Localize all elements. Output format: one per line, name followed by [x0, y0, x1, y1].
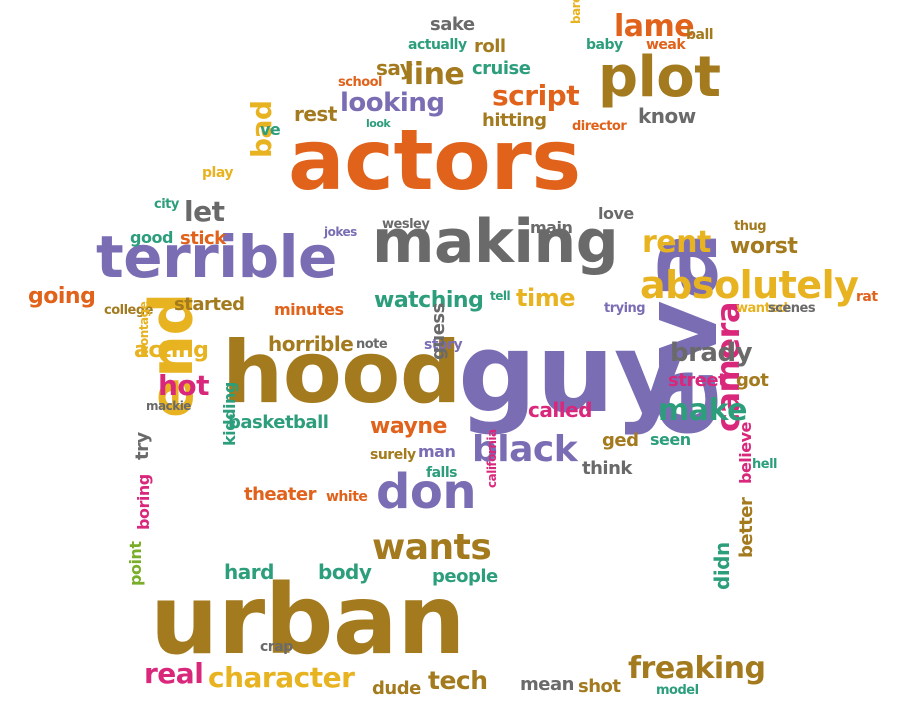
word-say: say [376, 56, 413, 80]
word-wants: wants [372, 527, 492, 568]
word-jokes: jokes [324, 225, 357, 239]
word-got: got [736, 370, 769, 391]
word-make: make [658, 393, 748, 428]
word-tell: tell [490, 289, 511, 303]
word-model: model [656, 683, 699, 698]
word-wanted: wanted [736, 301, 788, 316]
word-kidding: kidding [220, 382, 239, 446]
word-hitting: hitting [482, 110, 547, 131]
word-cruise: cruise [472, 58, 531, 79]
word-know: know [638, 104, 696, 128]
word-body: body [318, 560, 372, 584]
word-surely: surely [370, 447, 416, 463]
word-rest: rest [294, 102, 337, 126]
word-actually: actually [408, 37, 467, 53]
word-crap: crap [260, 639, 293, 655]
word-minutes: minutes [274, 300, 344, 319]
word-wesley: wesley [382, 217, 430, 232]
word-time: time [516, 284, 575, 312]
word-roll: roll [474, 36, 506, 57]
word-thug: thug [734, 219, 767, 234]
word-absolutely: absolutely [640, 263, 859, 307]
word-don: don [376, 464, 477, 520]
word-character: character [208, 661, 355, 694]
word-people: people [432, 566, 498, 587]
word-believe: believe [736, 422, 755, 484]
word-scenes: scenes [768, 301, 816, 316]
word-seen: seen [650, 430, 691, 449]
word-watching: watching [374, 288, 484, 313]
word-basketball: basketball [228, 412, 329, 433]
word-actors: actors [288, 111, 581, 209]
word-started: started [174, 294, 245, 315]
word-california: california [485, 429, 499, 488]
word-freaking: freaking [628, 651, 766, 686]
word-white: white [326, 489, 368, 505]
word-urban: urban [150, 564, 466, 676]
word-guy: guy [458, 309, 686, 437]
word-worst: worst [730, 234, 798, 259]
word-dude: dude [372, 678, 421, 699]
word-ve: ve [260, 120, 281, 139]
word-try: try [132, 432, 153, 460]
word-hell: hell [752, 457, 777, 472]
word-rat: rat [856, 289, 878, 305]
word-going: going [28, 284, 96, 309]
word-plot: plot [598, 45, 721, 110]
word-horrible: horrible [268, 332, 354, 356]
word-better: better [736, 497, 757, 558]
word-main: main [530, 218, 573, 237]
word-director: director [572, 119, 627, 134]
word-looking: looking [340, 88, 445, 118]
word-stick: stick [180, 228, 226, 249]
word-making: making [372, 207, 619, 277]
word-baby: baby [586, 37, 623, 53]
word-sake: sake [430, 14, 475, 35]
word-school: school [338, 75, 383, 90]
word-tech: tech [428, 666, 488, 695]
word-theater: theater [244, 484, 316, 505]
word-college: college [104, 303, 154, 318]
word-brady: brady [670, 338, 753, 368]
word-note: note [356, 337, 388, 352]
word-mackie: mackie [146, 399, 191, 413]
word-terrible: terrible [96, 223, 337, 291]
word-barely: barely [569, 0, 583, 24]
word-lame: lame [614, 9, 695, 44]
word-didn: didn [710, 542, 734, 590]
word-black: black [472, 429, 578, 470]
word-good: good [130, 228, 173, 247]
word-story: story [424, 337, 463, 353]
word-line: line [404, 57, 465, 92]
word-hood: hood [222, 323, 461, 423]
word-acting: acting [134, 338, 209, 363]
word-let: let [184, 195, 225, 228]
word-called: called [528, 398, 592, 422]
word-shot: shot [578, 676, 621, 697]
word-trying: trying [604, 301, 646, 316]
word-script: script [492, 79, 580, 112]
word-montage: montage [137, 301, 151, 358]
word-love: love [598, 204, 634, 223]
word-point: point [126, 541, 145, 586]
word-city: city [154, 197, 179, 212]
word-hard: hard [224, 560, 274, 584]
word-street: street [668, 370, 727, 391]
word-ged: ged [602, 430, 639, 451]
word-ball: ball [686, 27, 714, 43]
word-weak: weak [646, 37, 686, 53]
word-mean: mean [520, 674, 574, 695]
word-look: look [366, 117, 391, 130]
word-play: play [202, 165, 233, 181]
word-guess: guess [428, 303, 449, 360]
word-man: man [418, 442, 456, 461]
word-wayne: wayne [370, 414, 447, 439]
word-hot: hot [158, 369, 210, 402]
word-think: think [582, 458, 632, 479]
word-falls: falls [426, 465, 457, 481]
word-real: real [144, 657, 204, 690]
word-boring: boring [134, 474, 153, 530]
word-rent: rent [642, 225, 711, 260]
